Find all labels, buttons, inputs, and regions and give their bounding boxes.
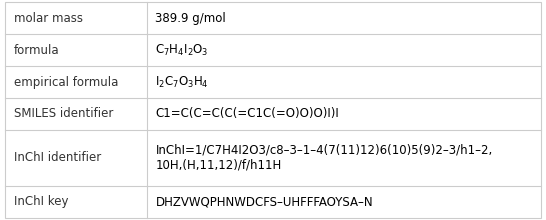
Text: InChI=1/C7H4I2O3/c8–3–1–4(7(11)12)6(10)5(9)2–3/h1–2,
10H,(H,11,12)/f/h11H: InChI=1/C7H4I2O3/c8–3–1–4(7(11)12)6(10)5… <box>156 144 492 172</box>
Text: 389.9 g/mol: 389.9 g/mol <box>156 12 226 25</box>
Text: SMILES identifier: SMILES identifier <box>14 108 113 121</box>
Text: InChI identifier: InChI identifier <box>14 151 101 164</box>
Text: molar mass: molar mass <box>14 12 82 25</box>
Text: InChI key: InChI key <box>14 195 68 208</box>
Text: C1=C(C=C(C(=C1C(=O)O)O)I)I: C1=C(C=C(C(=C1C(=O)O)O)I)I <box>156 108 339 121</box>
Text: C$_7$H$_4$I$_2$O$_3$: C$_7$H$_4$I$_2$O$_3$ <box>156 42 209 58</box>
Text: I$_2$C$_7$O$_3$H$_4$: I$_2$C$_7$O$_3$H$_4$ <box>156 75 209 90</box>
Text: DHZVWQPHNWDCFS–UHFFFAOYSA–N: DHZVWQPHNWDCFS–UHFFFAOYSA–N <box>156 195 373 208</box>
Text: formula: formula <box>14 44 60 57</box>
Text: empirical formula: empirical formula <box>14 75 118 89</box>
